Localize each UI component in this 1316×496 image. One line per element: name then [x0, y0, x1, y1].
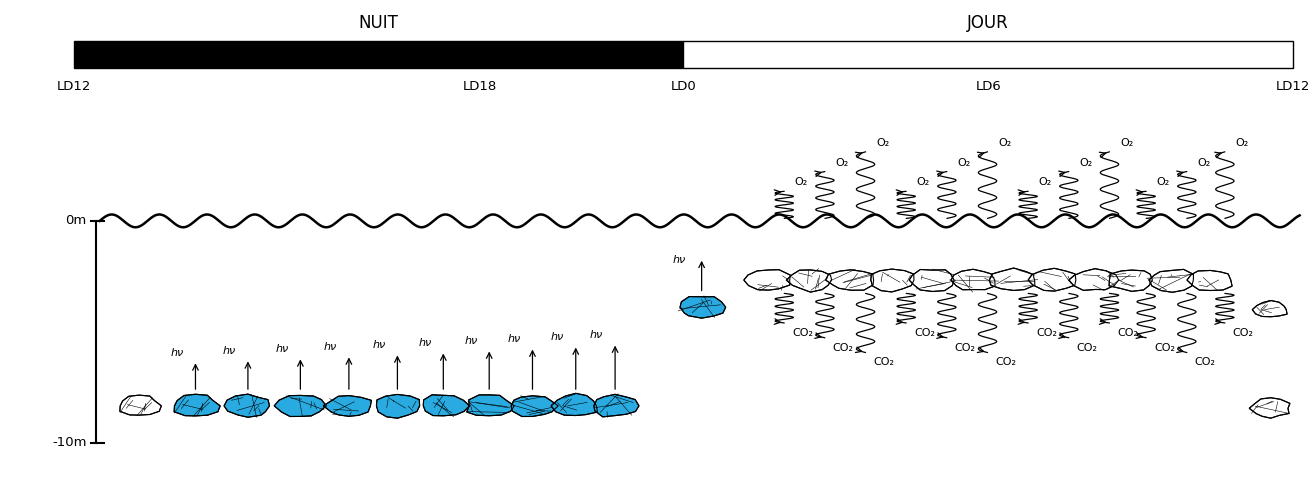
Polygon shape — [1069, 269, 1119, 290]
Text: -10m: -10m — [53, 436, 87, 449]
Text: O₂: O₂ — [1079, 158, 1092, 168]
Text: hν: hν — [590, 330, 603, 340]
Text: hν: hν — [170, 348, 184, 358]
Text: hν: hν — [324, 342, 337, 352]
Text: LD12: LD12 — [57, 80, 91, 93]
Polygon shape — [224, 394, 270, 417]
Polygon shape — [424, 395, 470, 416]
Text: JOUR: JOUR — [967, 14, 1009, 32]
Text: O₂: O₂ — [998, 138, 1011, 148]
Text: hν: hν — [275, 344, 288, 354]
Bar — [74, 41, 683, 68]
Text: LD18: LD18 — [462, 80, 496, 93]
Bar — [683, 41, 1294, 68]
Polygon shape — [951, 269, 995, 290]
Text: NUIT: NUIT — [358, 14, 399, 32]
Text: CO₂: CO₂ — [1117, 328, 1138, 338]
Polygon shape — [1028, 268, 1076, 291]
Text: hν: hν — [222, 346, 236, 356]
Polygon shape — [680, 297, 725, 318]
Text: O₂: O₂ — [876, 138, 890, 148]
Text: O₂: O₂ — [1157, 178, 1170, 187]
Text: LD6: LD6 — [975, 80, 1001, 93]
Polygon shape — [909, 269, 954, 292]
Text: hν: hν — [372, 340, 386, 350]
Text: CO₂: CO₂ — [1195, 358, 1216, 368]
Text: O₂: O₂ — [1038, 178, 1051, 187]
Polygon shape — [174, 394, 220, 416]
Text: hν: hν — [672, 255, 686, 265]
Text: O₂: O₂ — [795, 178, 808, 187]
Polygon shape — [825, 270, 874, 290]
Polygon shape — [376, 394, 420, 418]
Polygon shape — [1253, 301, 1287, 317]
Text: CO₂: CO₂ — [1076, 343, 1098, 353]
Polygon shape — [1109, 270, 1153, 291]
Polygon shape — [274, 395, 326, 417]
Polygon shape — [467, 395, 515, 416]
Text: CO₂: CO₂ — [792, 328, 813, 338]
Text: CO₂: CO₂ — [995, 358, 1016, 368]
Text: CO₂: CO₂ — [1036, 328, 1057, 338]
Polygon shape — [551, 393, 597, 416]
Text: hν: hν — [418, 338, 432, 348]
Text: O₂: O₂ — [1120, 138, 1133, 148]
Text: O₂: O₂ — [836, 158, 849, 168]
Text: CO₂: CO₂ — [833, 343, 854, 353]
Text: O₂: O₂ — [1198, 158, 1211, 168]
Polygon shape — [871, 269, 915, 292]
Text: CO₂: CO₂ — [954, 343, 975, 353]
Text: hν: hν — [508, 334, 521, 344]
Polygon shape — [120, 395, 162, 415]
Text: O₂: O₂ — [917, 178, 930, 187]
Text: O₂: O₂ — [957, 158, 971, 168]
Text: hν: hν — [465, 336, 478, 346]
Text: 0m: 0m — [66, 214, 87, 227]
Polygon shape — [786, 270, 832, 292]
Text: CO₂: CO₂ — [915, 328, 936, 338]
Text: CO₂: CO₂ — [874, 358, 895, 368]
Polygon shape — [1249, 398, 1290, 418]
Polygon shape — [990, 268, 1034, 291]
Text: CO₂: CO₂ — [1233, 328, 1254, 338]
Text: LD12: LD12 — [1277, 80, 1311, 93]
Polygon shape — [511, 396, 558, 417]
Polygon shape — [1187, 270, 1232, 291]
Polygon shape — [594, 394, 640, 417]
Text: O₂: O₂ — [1236, 138, 1249, 148]
Text: LD0: LD0 — [670, 80, 696, 93]
Polygon shape — [324, 396, 371, 416]
Text: CO₂: CO₂ — [1154, 343, 1175, 353]
Polygon shape — [744, 270, 791, 290]
Polygon shape — [1149, 269, 1194, 292]
Text: hν: hν — [550, 332, 565, 342]
